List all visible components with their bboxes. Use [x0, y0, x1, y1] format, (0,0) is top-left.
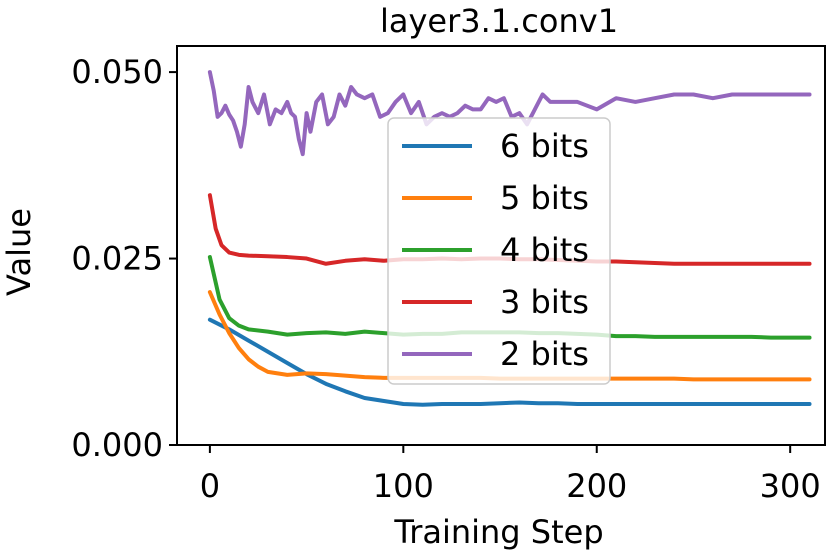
x-axis: 0 100 200 300	[200, 445, 821, 505]
x-tick-label: 100	[373, 467, 434, 505]
legend: 6 bits 5 bits 4 bits 3 bits 2 bits	[387, 117, 611, 385]
y-tick-label: 0.050	[71, 53, 163, 91]
x-tick-label: 300	[760, 467, 821, 505]
series-line-1	[207, 317, 812, 407]
legend-label: 2 bits	[500, 335, 589, 373]
x-axis-label: Training Step	[393, 513, 603, 551]
series-line-5	[207, 70, 812, 157]
plot-frame	[176, 45, 826, 446]
legend-label: 4 bits	[500, 231, 589, 269]
y-axis-label: Value	[0, 208, 38, 296]
legend-label: 5 bits	[500, 179, 589, 217]
y-axis: 0.000 0.025 0.050	[71, 53, 177, 464]
x-tick-label: 200	[566, 467, 627, 505]
chart-title: layer3.1.conv1	[380, 2, 618, 40]
y-tick-label: 0.000	[71, 426, 163, 464]
y-tick-label: 0.025	[71, 240, 163, 278]
legend-label: 3 bits	[500, 283, 589, 321]
legend-box	[387, 117, 611, 385]
legend-label: 6 bits	[500, 127, 589, 165]
x-tick-label: 0	[200, 467, 220, 505]
